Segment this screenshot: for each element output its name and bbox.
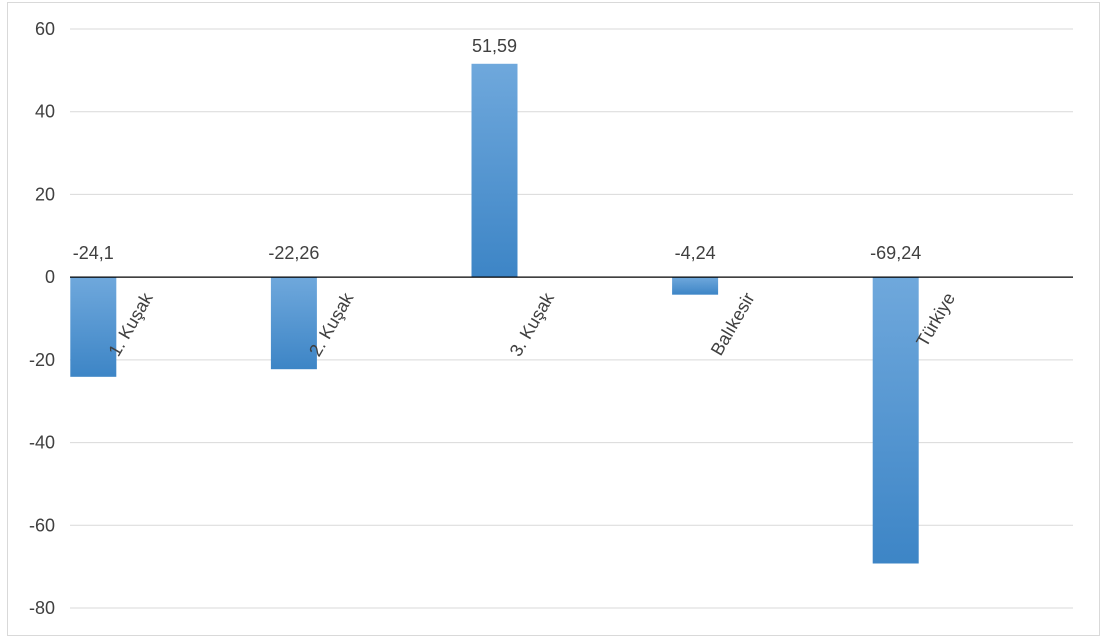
bar xyxy=(672,277,719,295)
bar xyxy=(70,277,117,377)
data-label: -4,24 xyxy=(675,243,716,263)
bar xyxy=(270,277,317,370)
y-axis-ticks: 60 40 20 0 -20 -40 -60 -80 xyxy=(29,19,55,618)
data-label: -22,26 xyxy=(268,243,319,263)
grid-lines xyxy=(70,28,1073,609)
y-tick-label: 60 xyxy=(35,19,55,39)
data-label: -69,24 xyxy=(870,243,921,263)
y-tick-label: -60 xyxy=(29,515,55,535)
y-tick-label: 20 xyxy=(35,184,55,204)
y-tick-label: -80 xyxy=(29,598,55,618)
category-label: 3. Kuşak xyxy=(506,288,559,360)
bars xyxy=(70,63,919,564)
y-tick-label: -40 xyxy=(29,433,55,453)
y-tick-label: 0 xyxy=(45,267,55,287)
data-label: 51,59 xyxy=(472,36,517,56)
category-label: Türkiye xyxy=(912,289,959,350)
category-labels: 1. Kuşak 2. Kuşak 3. Kuşak Balıkesir Türkiye xyxy=(104,288,959,360)
y-tick-label: 40 xyxy=(35,102,55,122)
data-label: -24,1 xyxy=(73,243,114,263)
category-label: Balıkesir xyxy=(707,289,759,359)
y-tick-label: -20 xyxy=(29,350,55,370)
bar xyxy=(872,277,919,564)
bar xyxy=(471,63,518,278)
data-labels: -24,1 -22,26 51,59 -4,24 -69,24 xyxy=(73,36,921,263)
